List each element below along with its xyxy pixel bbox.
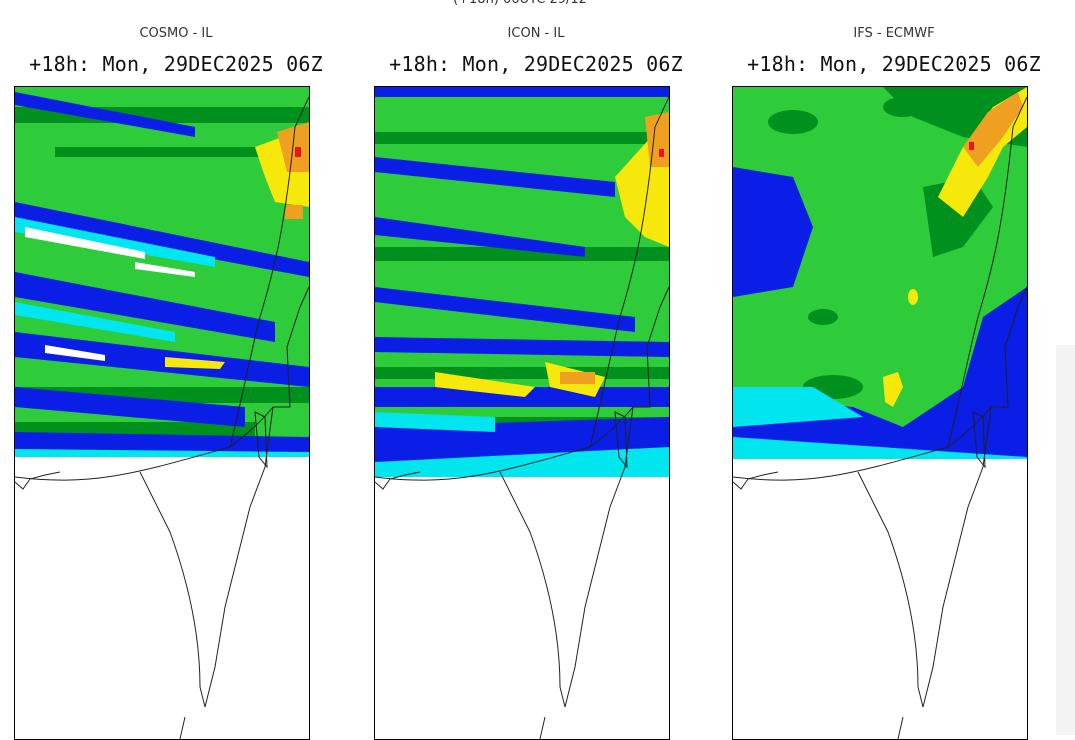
model-title: COSMO - IL bbox=[139, 26, 213, 41]
map-svg-ifs bbox=[733, 87, 1027, 739]
forecast-time-caption: (+18h) 06UTC 29/12 bbox=[0, 0, 1040, 8]
run-label: +18h: Mon, 29DEC2025 06Z bbox=[29, 52, 323, 76]
precipitation-map bbox=[374, 86, 670, 740]
model-panel-icon: ICON - IL +18h: Mon, 29DEC2025 06Z bbox=[366, 24, 706, 740]
map-svg-cosmo bbox=[15, 87, 309, 739]
model-title: ICON - IL bbox=[507, 26, 565, 41]
precipitation-map bbox=[732, 86, 1028, 740]
side-scroll-strip bbox=[1056, 345, 1075, 735]
run-label: +18h: Mon, 29DEC2025 06Z bbox=[747, 52, 1041, 76]
run-label: +18h: Mon, 29DEC2025 06Z bbox=[389, 52, 683, 76]
model-panel-cosmo: COSMO - IL +18h: Mon, 29DEC2025 06Z bbox=[6, 24, 346, 740]
map-svg-icon bbox=[375, 87, 669, 739]
model-title: IFS - ECMWF bbox=[853, 26, 935, 41]
model-panel-ifs: IFS - ECMWF +18h: Mon, 29DEC2025 06Z bbox=[724, 24, 1064, 740]
precipitation-map bbox=[14, 86, 310, 740]
